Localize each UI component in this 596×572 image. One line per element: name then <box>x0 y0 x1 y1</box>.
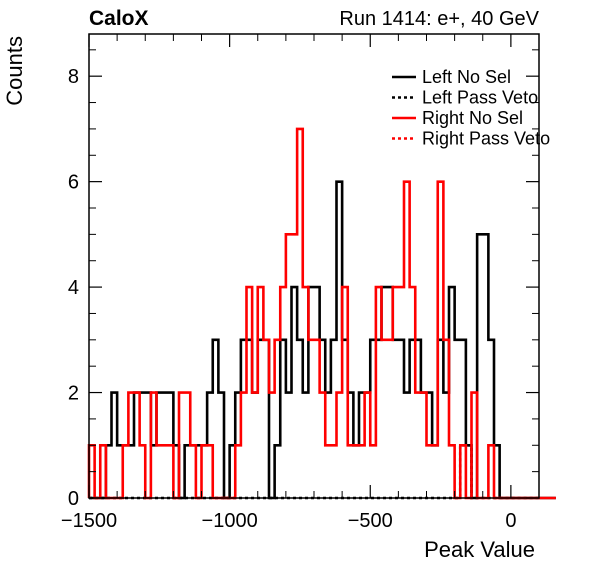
y-tick-label-3: 6 <box>68 172 79 194</box>
y-axis-label: Counts <box>2 36 27 106</box>
ticks-layer: −1500 −1000 −500 0 0 2 4 6 8 <box>61 34 540 532</box>
x-tick-label-0: −1500 <box>61 510 117 532</box>
legend-label-1: Left Pass Veto <box>422 88 538 108</box>
y-tick-label-4: 8 <box>68 66 79 88</box>
y-tick-label-2: 4 <box>68 277 79 299</box>
x-tick-label-1: −1000 <box>202 510 258 532</box>
y-tick-label-1: 2 <box>68 383 79 405</box>
series-layer <box>87 127 556 500</box>
legend-label-2: Right No Sel <box>422 108 523 128</box>
chart-title-right: Run 1414: e+, 40 GeV <box>339 8 539 30</box>
x-tick-label-3: 0 <box>505 510 516 532</box>
legend-label-0: Left No Sel <box>422 67 511 87</box>
y-tick-label-0: 0 <box>68 488 79 510</box>
series-line-0 <box>89 180 556 500</box>
series-line-2 <box>87 127 556 500</box>
x-tick-label-2: −500 <box>348 510 393 532</box>
legend-label-3: Right Pass Veto <box>422 129 550 149</box>
x-axis-label: Peak Value <box>424 537 535 562</box>
chart-title-left: CaloX <box>89 7 149 30</box>
